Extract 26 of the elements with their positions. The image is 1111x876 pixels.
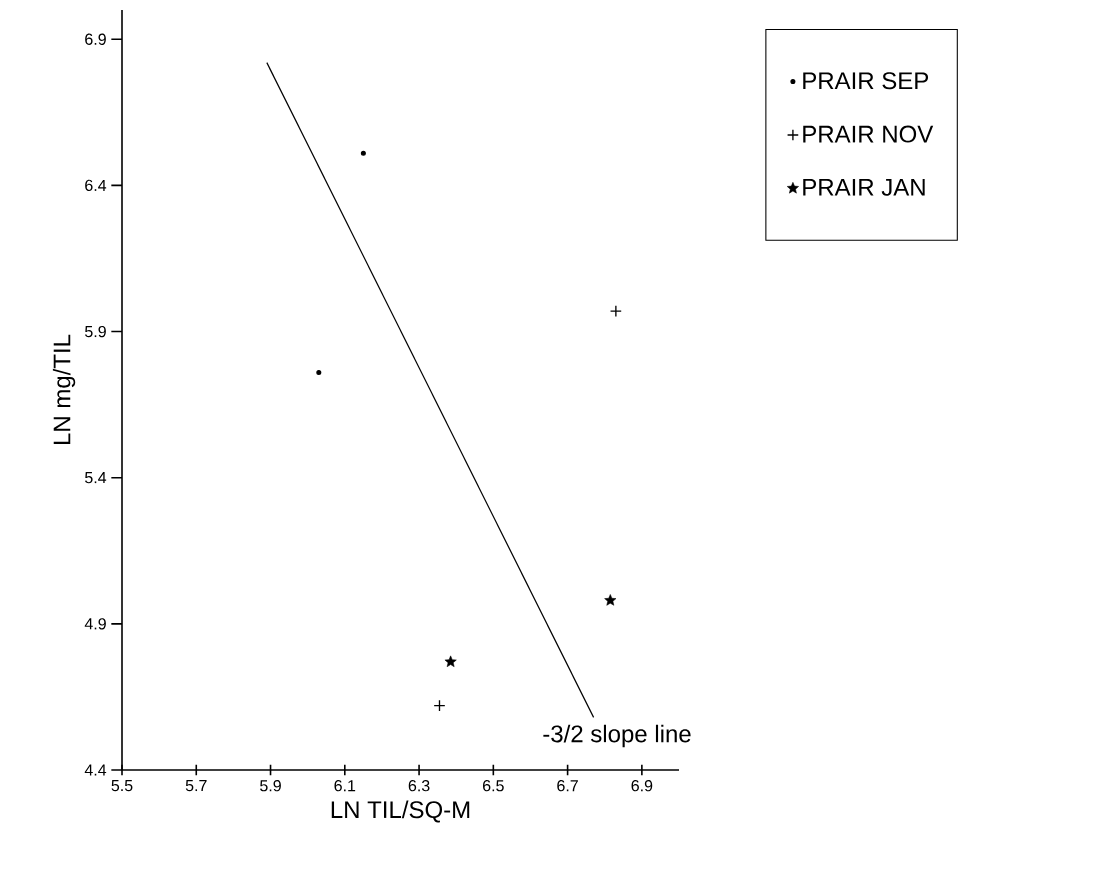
y-tick-label: 4.9 [84, 618, 106, 630]
y-tick-label: 5.9 [85, 325, 106, 338]
legend-label: PRAIR SEP [803, 72, 929, 90]
x-tick-label: 6.1 [334, 780, 356, 792]
point [609, 305, 622, 318]
x-tick-label: 5.5 [111, 780, 133, 792]
y-axis-title: LN mg/TIL [52, 334, 76, 445]
point [604, 594, 617, 606]
x-tick-label: 5.9 [260, 780, 281, 792]
point [433, 699, 446, 712]
y-tick-label: 6.9 [85, 33, 106, 45]
legend-label: PRAIR JAN [803, 179, 925, 196]
legend-label: PRAIR NOV [803, 125, 934, 143]
x-tick-label: 6.3 [408, 780, 430, 792]
point [360, 150, 366, 156]
x-tick-label: 6.7 [557, 780, 578, 792]
annotation: -3/2 slope line [543, 724, 691, 748]
y-tick-label: 4.4 [84, 764, 107, 776]
point [316, 369, 322, 375]
x-tick-label: 6.9 [631, 780, 653, 792]
x-tick-label: 6.5 [483, 780, 504, 792]
point [444, 655, 457, 667]
x-tick-label: 5.7 [185, 780, 207, 792]
y-tick-label: 5.4 [85, 472, 107, 484]
y-tick-label: 6.4 [85, 179, 107, 192]
x-axis-title: LN TIL/SQ-M [331, 800, 470, 823]
